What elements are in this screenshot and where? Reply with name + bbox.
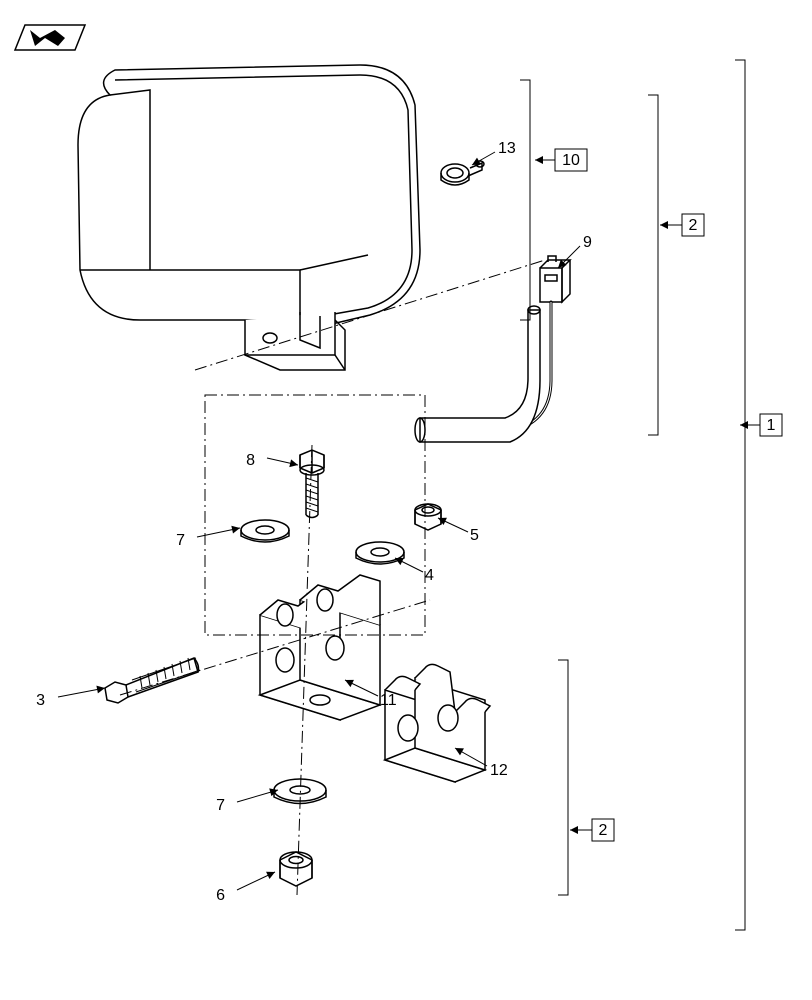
leader-arrowhead	[740, 421, 748, 429]
bolt-8	[300, 450, 324, 518]
callout-1: 1	[760, 414, 782, 436]
callout-number: 7	[216, 797, 225, 814]
callout-10: 10	[555, 149, 587, 171]
callout-6: 6	[216, 887, 225, 904]
callout-2: 2	[592, 819, 614, 841]
callout-7: 7	[176, 532, 185, 549]
u-bracket-11	[260, 575, 380, 720]
callout-number: 11	[380, 692, 397, 709]
callout-number: 6	[216, 887, 225, 904]
callout-number: 12	[490, 762, 508, 779]
callout-number: 10	[562, 152, 580, 169]
callout-9: 9	[583, 234, 592, 251]
callout-number: 1	[767, 417, 776, 434]
nut-5	[415, 504, 441, 530]
leader-arrowhead	[570, 826, 578, 834]
callout-2: 2	[682, 214, 704, 236]
callout-number: 13	[498, 140, 516, 157]
bolt-3	[105, 658, 200, 703]
group-brackets	[520, 60, 745, 930]
callout-number: 5	[470, 527, 479, 544]
exploded-view-diagram: 1223456778910111213	[0, 0, 812, 1000]
housing	[78, 65, 420, 370]
callout-number: 4	[425, 567, 434, 584]
washer-4	[356, 542, 404, 564]
callout-number: 3	[36, 692, 45, 709]
callout-number: 8	[246, 452, 255, 469]
callout-number: 2	[689, 217, 698, 234]
leader-arrowhead	[231, 526, 240, 534]
callout-4: 4	[425, 567, 434, 584]
callout-number: 7	[176, 532, 185, 549]
callout-5: 5	[470, 527, 479, 544]
leader-arrowhead	[535, 156, 543, 164]
nut-6	[280, 852, 312, 886]
callout-7: 7	[216, 797, 225, 814]
callout-8: 8	[246, 452, 255, 469]
leader-arrowhead	[96, 686, 105, 694]
callout-number: 9	[583, 234, 592, 251]
callout-11: 11	[380, 692, 397, 709]
connector-assembly	[415, 256, 570, 442]
callout-13: 13	[498, 140, 516, 157]
manual-icon	[15, 25, 85, 50]
callout-3: 3	[36, 692, 45, 709]
callout-number: 2	[599, 822, 608, 839]
leader-arrowhead	[289, 459, 298, 467]
washer-7a	[241, 520, 289, 542]
callout-12: 12	[490, 762, 508, 779]
u-bracket-12	[385, 664, 490, 782]
leader-arrowhead	[660, 221, 668, 229]
